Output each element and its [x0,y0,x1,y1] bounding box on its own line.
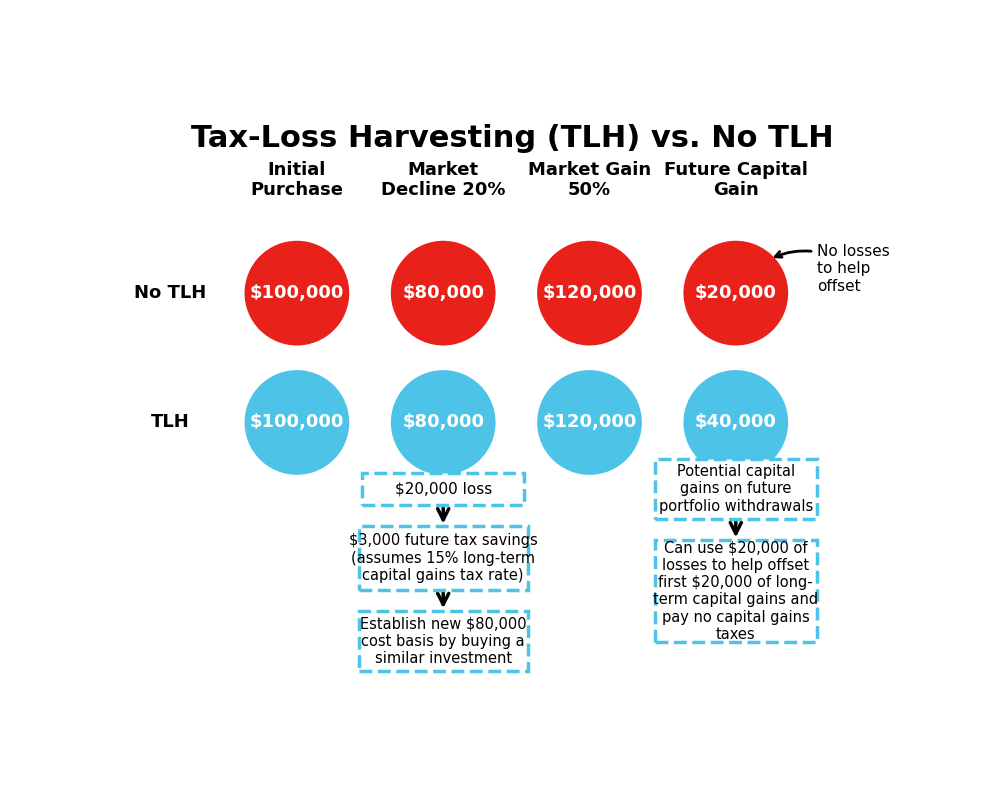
FancyBboxPatch shape [362,473,524,505]
Text: Market
Decline 20%: Market Decline 20% [381,161,505,199]
Text: $100,000: $100,000 [250,284,344,302]
Circle shape [391,370,496,475]
Circle shape [537,370,642,475]
Text: Potential capital
gains on future
portfolio withdrawals: Potential capital gains on future portfo… [659,464,813,514]
Circle shape [391,241,496,346]
Circle shape [245,241,349,346]
FancyBboxPatch shape [655,458,817,518]
Circle shape [683,370,788,475]
FancyBboxPatch shape [655,540,817,642]
Circle shape [245,370,349,475]
Text: Establish new $80,000
cost basis by buying a
similar investment: Establish new $80,000 cost basis by buyi… [360,616,527,666]
Text: Initial
Purchase: Initial Purchase [250,161,343,199]
Text: $120,000: $120,000 [542,414,637,431]
Text: $100,000: $100,000 [250,414,344,431]
Text: $3,000 future tax savings
(assumes 15% long-term
capital gains tax rate): $3,000 future tax savings (assumes 15% l… [349,533,538,583]
FancyBboxPatch shape [358,611,528,671]
Text: $80,000: $80,000 [402,414,484,431]
Text: No TLH: No TLH [134,284,206,302]
FancyBboxPatch shape [358,526,528,590]
Text: TLH: TLH [150,414,189,431]
Text: Tax-Loss Harvesting (TLH) vs. No TLH: Tax-Loss Harvesting (TLH) vs. No TLH [191,124,834,153]
Text: Market Gain
50%: Market Gain 50% [528,161,651,199]
Text: $80,000: $80,000 [402,284,484,302]
Text: Future Capital
Gain: Future Capital Gain [664,161,808,199]
Text: No losses
to help
offset: No losses to help offset [775,244,889,294]
Text: $20,000 loss: $20,000 loss [395,482,492,496]
Circle shape [537,241,642,346]
Text: Can use $20,000 of
losses to help offset
first $20,000 of long-
term capital gai: Can use $20,000 of losses to help offset… [653,540,818,642]
Text: $120,000: $120,000 [542,284,637,302]
Text: $40,000: $40,000 [695,414,777,431]
Circle shape [683,241,788,346]
Text: $20,000: $20,000 [695,284,777,302]
